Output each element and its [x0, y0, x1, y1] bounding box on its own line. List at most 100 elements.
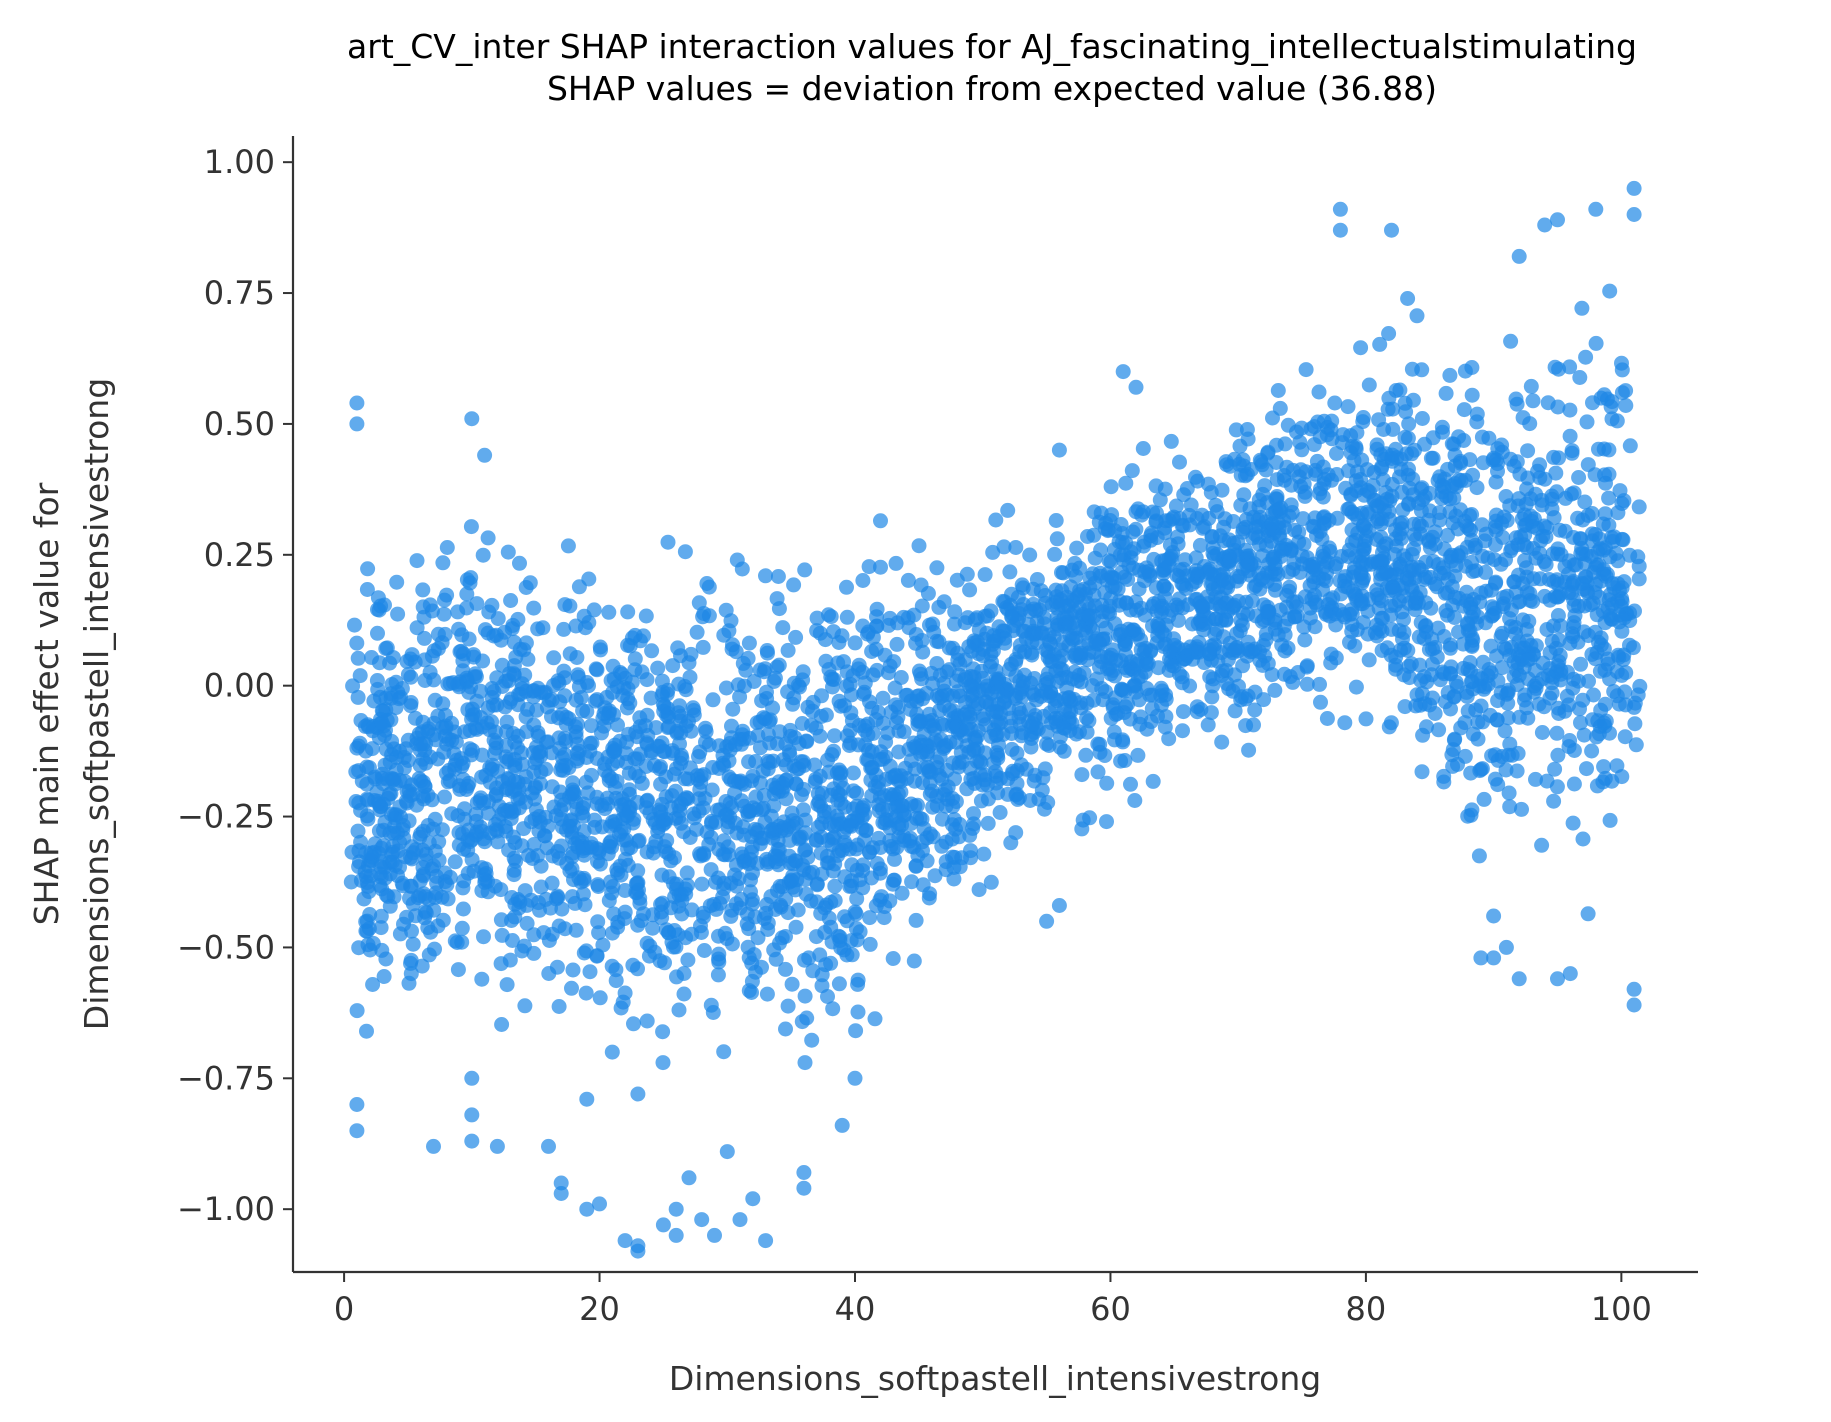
- scatter-point: [723, 908, 739, 924]
- scatter-point: [1353, 340, 1369, 356]
- scatter-point: [435, 696, 451, 712]
- scatter-point: [475, 547, 491, 563]
- scatter-point: [696, 909, 711, 925]
- scatter-point: [1175, 723, 1190, 739]
- scatter-point: [1478, 564, 1493, 580]
- scatter-point: [703, 997, 719, 1013]
- scatter-point: [1476, 791, 1492, 807]
- scatter-point: [715, 889, 731, 905]
- scatter-point: [1473, 950, 1489, 966]
- scatter-point: [744, 896, 760, 912]
- scatter-point: [661, 719, 677, 735]
- scatter-point: [1625, 640, 1641, 656]
- scatter-point: [605, 658, 621, 674]
- scatter-point: [1343, 487, 1359, 503]
- scatter-point: [349, 1123, 365, 1139]
- scatter-point: [743, 872, 758, 888]
- scatter-point: [965, 820, 981, 836]
- scatter-point: [605, 879, 621, 894]
- scatter-point: [453, 751, 469, 767]
- scatter-point: [1076, 665, 1092, 681]
- scatter-point: [729, 825, 745, 841]
- scatter-point: [390, 843, 406, 859]
- scatter-point: [667, 923, 682, 938]
- scatter-point: [908, 635, 924, 651]
- scatter-point: [730, 677, 746, 693]
- scatter-point: [1511, 594, 1526, 610]
- scatter-point: [1316, 515, 1332, 531]
- scatter-point: [1631, 571, 1647, 587]
- x-ticks: 0 20 40 60 80 100: [334, 1272, 1652, 1328]
- scatter-point: [925, 829, 941, 845]
- scatter-point: [797, 952, 812, 968]
- scatter-point: [760, 761, 776, 777]
- scatter-point: [1519, 700, 1535, 716]
- scatter-point: [889, 636, 905, 652]
- scatter-point: [1008, 540, 1024, 555]
- scatter-point: [1208, 611, 1224, 627]
- scatter-point: [936, 717, 952, 733]
- scatter-point: [1337, 609, 1353, 625]
- scatter-point: [617, 1233, 633, 1249]
- scatter-point: [462, 575, 478, 591]
- scatter-point: [1143, 532, 1159, 548]
- scatter-point: [533, 764, 549, 780]
- scatter-point: [1358, 711, 1374, 727]
- scatter-point: [1528, 771, 1543, 787]
- scatter-point: [658, 769, 674, 785]
- scatter-point: [632, 746, 648, 762]
- scatter-point: [1193, 598, 1209, 614]
- scatter-point: [873, 513, 888, 529]
- scatter-point: [455, 901, 471, 917]
- scatter-point: [1596, 759, 1612, 775]
- y-tick-label: −0.50: [177, 928, 275, 966]
- scatter-point: [1602, 608, 1618, 624]
- scatter-point: [510, 791, 526, 807]
- scatter-point: [524, 785, 540, 801]
- scatter-point: [959, 566, 975, 582]
- scatter-point: [551, 999, 567, 1014]
- scatter-point: [1372, 336, 1388, 352]
- scatter-point: [365, 977, 381, 992]
- scatter-point: [465, 707, 481, 723]
- scatter-point: [625, 957, 641, 973]
- scatter-point: [1423, 450, 1439, 466]
- scatter-point: [1565, 575, 1581, 591]
- scatter-point: [671, 798, 687, 814]
- scatter-point: [1018, 631, 1034, 647]
- scatter-point: [1588, 201, 1604, 217]
- scatter-point: [489, 1138, 505, 1154]
- scatter-point: [653, 804, 669, 820]
- scatter-point: [1319, 711, 1335, 726]
- scatter-point: [1444, 579, 1460, 595]
- scatter-point: [1169, 568, 1185, 583]
- scatter-point: [1605, 534, 1621, 549]
- scatter-point: [1133, 600, 1149, 616]
- scatter-point: [1291, 524, 1307, 540]
- scatter-point: [986, 755, 1002, 771]
- scatter-point: [946, 812, 962, 827]
- chart-title: art_CV_inter SHAP interaction values for…: [347, 27, 1637, 66]
- scatter-point: [566, 784, 582, 800]
- x-axis-label: Dimensions_softpastell_intensivestrong: [669, 1359, 1321, 1398]
- scatter-point: [582, 964, 598, 980]
- scatter-point: [988, 512, 1004, 528]
- scatter-point: [1632, 678, 1648, 694]
- scatter-point: [763, 823, 779, 839]
- scatter-point: [617, 883, 633, 898]
- scatter-point: [843, 687, 859, 703]
- scatter-point: [1506, 574, 1522, 590]
- scatter-point: [885, 876, 901, 892]
- scatter-point: [463, 679, 479, 695]
- scatter-point: [660, 534, 676, 550]
- scatter-point: [666, 876, 681, 892]
- scatter-point: [1456, 433, 1472, 448]
- scatter-point: [1580, 457, 1596, 473]
- scatter-point: [500, 544, 516, 560]
- scatter-point: [855, 880, 871, 896]
- scatter-point: [482, 825, 498, 841]
- scatter-point: [577, 897, 593, 913]
- scatter-point: [449, 935, 465, 950]
- scatter-point: [1532, 457, 1548, 473]
- y-axis-label-line-2: Dimensions_softpastell_intensivestrong: [77, 378, 116, 1030]
